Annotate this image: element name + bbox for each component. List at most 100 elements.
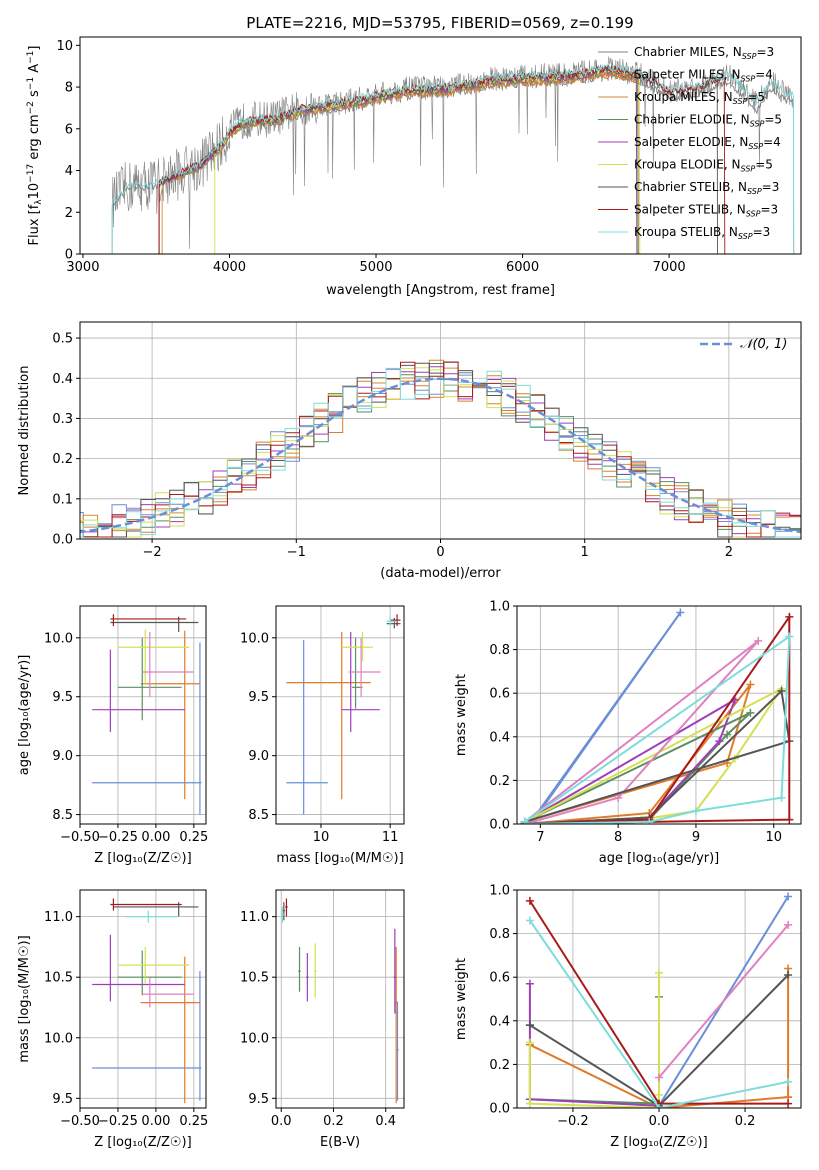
- histogram-kroupa_elodie: [80, 367, 801, 538]
- series-marker: [525, 1021, 534, 1030]
- x-tick-label: 8: [614, 830, 622, 845]
- y-axis-label-part: λ: [34, 199, 44, 205]
- legend-entry: Chabrier ELODIE, NSSP=5: [634, 113, 782, 129]
- x-axis-label: wavelength [Angstrom, rest frame]: [326, 283, 555, 298]
- y-axis-label: mass [log₁₀(M/M☉)]: [17, 935, 32, 1062]
- x-axis-label: Z [log₁₀(Z/Z☉)]: [610, 1135, 707, 1150]
- x-tick-label: 7: [536, 830, 544, 845]
- errorbar-point: [92, 934, 185, 1002]
- y-tick-label: 10.0: [240, 631, 269, 646]
- legend-entry: Salpeter ELODIE, NSSP=4: [634, 135, 781, 151]
- panel-mass_weight_vs_Z: −0.2 0.0 0.2 0.0 0.2 0.4 0.6 0.8 1.0 Z [log₁₀(Z/Z…: [454, 884, 802, 1150]
- plot-area-mass_weight_vs_age: [520, 608, 794, 824]
- legend-entry-name: Chabrier ELODIE, N: [634, 113, 750, 127]
- y-axis-label-part: −17: [26, 164, 36, 183]
- y-axis-label-part: s: [27, 90, 42, 101]
- series-marker: [525, 1038, 534, 1047]
- legend-entry-sub: SSP: [746, 210, 761, 219]
- spectrum-model-line-salpeter_stelib: [158, 64, 726, 254]
- series-marker: [784, 971, 793, 980]
- series-marker: [691, 806, 700, 815]
- series-marker: [784, 1077, 793, 1086]
- axes-frame: [275, 889, 405, 1109]
- y-axis-label: Flux [fλ10−17 erg cm−2 s−1 A−1]: [26, 46, 44, 246]
- y-axis-label-part: −2: [26, 101, 36, 114]
- y-tick-label: 0.2: [52, 452, 73, 467]
- y-tick-label: 0.2: [489, 1058, 510, 1073]
- series-marker: [525, 979, 534, 988]
- panel-mass_weight_vs_age: 7 8 9 10 0.0 0.2 0.4 0.6 0.8 1.0 age [log₁₀(age/yr…: [454, 600, 802, 866]
- legend-entry: Chabrier STELIB, NSSP=3: [634, 180, 779, 196]
- x-axis-label: E(B-V): [320, 1135, 360, 1150]
- plot-area-mass_vs_Z: [92, 898, 202, 1104]
- y-tick-label: 8: [65, 81, 73, 96]
- x-tick-label: −0.2: [557, 1114, 589, 1129]
- axes-frame: [79, 605, 207, 825]
- panel-mass_vs_ebv: 0.0 0.2 0.4 9.5 10.0 10.5 11.0 E(B-V): [240, 889, 405, 1150]
- errorbar-point: [281, 906, 284, 923]
- legend-entry: Kroupa ELODIE, NSSP=5: [634, 158, 773, 174]
- x-tick-label: 0.2: [735, 1114, 756, 1129]
- errorbar-point: [92, 649, 185, 733]
- y-tick-label: 0.6: [489, 971, 510, 986]
- y-tick-label: 0.6: [489, 687, 510, 702]
- x-tick-label: 11: [382, 830, 399, 845]
- legend-entry-sub: SSP: [741, 75, 756, 84]
- errorbar-point: [386, 616, 398, 627]
- y-tick-label: 9.5: [52, 690, 73, 705]
- y-tick-label: 10.0: [44, 1031, 73, 1046]
- errorbar-point: [117, 946, 190, 984]
- x-axis-label: (data-model)/error: [380, 566, 501, 581]
- errorbar-point: [386, 617, 401, 629]
- y-axis-label-part: A: [27, 64, 42, 77]
- y-tick-label: 4: [65, 164, 73, 179]
- y-tick-label: 10.5: [44, 971, 73, 986]
- series-marker: [645, 817, 654, 824]
- y-tick-label: 0.4: [489, 1014, 510, 1029]
- x-tick-label: −0.50: [60, 830, 100, 845]
- y-tick-label: 0.4: [52, 372, 73, 387]
- legend-entry-name: Kroupa STELIB, N: [634, 225, 738, 239]
- legend-entry-name: Chabrier STELIB, N: [634, 180, 747, 194]
- series-marker: [746, 680, 755, 689]
- legend-entry-sub: SSP: [750, 120, 765, 129]
- y-tick-label: 0.0: [489, 818, 510, 833]
- x-axis-label: Z [log₁₀(Z/Z☉)]: [94, 851, 191, 866]
- legend-entry-tail: =4: [763, 135, 781, 149]
- series-marker: [655, 968, 663, 977]
- y-axis-label-part: −1: [26, 51, 36, 64]
- x-tick-label: −1: [287, 545, 306, 560]
- errorbar-point: [313, 943, 317, 998]
- y-tick-label: 0.3: [52, 412, 73, 427]
- legend-entry-tail: =3: [762, 180, 780, 194]
- x-tick-label: −2: [143, 545, 162, 560]
- y-tick-label: 0.8: [489, 643, 510, 658]
- series-line-pink: [658, 924, 789, 1079]
- errorbar-point: [286, 640, 328, 815]
- y-tick-label: 0.0: [52, 533, 73, 548]
- y-tick-label: 6: [65, 122, 73, 137]
- legend-entry: 𝒩(0, 1): [740, 337, 787, 352]
- y-tick-label: 2: [65, 206, 73, 221]
- series-marker: [525, 896, 534, 905]
- x-tick-label: 10: [313, 830, 330, 845]
- x-axis-label: Z [log₁₀(Z/Z☉)]: [94, 1135, 191, 1150]
- x-tick-label: 0.4: [375, 1114, 396, 1129]
- panel-residuals: −2 −1 0 1 2 0.0 0.1 0.2 0.3 0.4 0.5 (data-model)/er…: [17, 321, 802, 581]
- legend-entry: Salpeter MILES, NSSP=4: [634, 68, 773, 84]
- y-tick-label: 1.0: [489, 600, 510, 615]
- legend-entry-name: Salpeter MILES, N: [634, 68, 741, 82]
- errorbar-point: [390, 614, 401, 627]
- series-marker: [754, 636, 763, 645]
- legend-entry-name: Chabrier MILES, N: [634, 45, 742, 59]
- axes-frame: [516, 605, 802, 825]
- axes-frame: [275, 605, 405, 825]
- errorbar-point: [348, 637, 381, 697]
- legend-entry-sub: SSP: [748, 142, 763, 151]
- axes-frame: [79, 36, 802, 255]
- y-tick-label: 8.5: [52, 808, 73, 823]
- series-marker: [614, 793, 623, 802]
- series-marker: [785, 612, 794, 621]
- errorbar-point: [393, 928, 397, 1014]
